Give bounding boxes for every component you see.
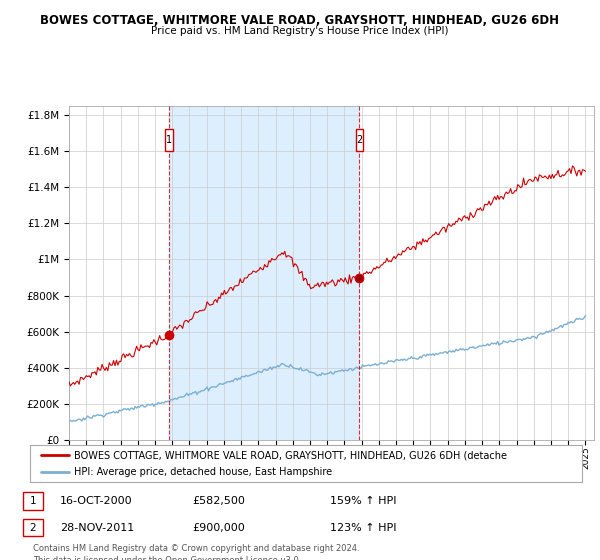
Text: 123% ↑ HPI: 123% ↑ HPI bbox=[330, 522, 397, 533]
Text: BOWES COTTAGE, WHITMORE VALE ROAD, GRAYSHOTT, HINDHEAD, GU26 6DH (detache: BOWES COTTAGE, WHITMORE VALE ROAD, GRAYS… bbox=[74, 450, 507, 460]
Text: 2: 2 bbox=[29, 522, 37, 533]
Text: 1: 1 bbox=[29, 496, 37, 506]
Text: 28-NOV-2011: 28-NOV-2011 bbox=[60, 522, 134, 533]
Text: HPI: Average price, detached house, East Hampshire: HPI: Average price, detached house, East… bbox=[74, 467, 332, 477]
Text: BOWES COTTAGE, WHITMORE VALE ROAD, GRAYSHOTT, HINDHEAD, GU26 6DH: BOWES COTTAGE, WHITMORE VALE ROAD, GRAYS… bbox=[41, 14, 560, 27]
FancyBboxPatch shape bbox=[356, 129, 364, 151]
Text: £582,500: £582,500 bbox=[192, 496, 245, 506]
Bar bbox=[169, 106, 359, 440]
Text: 16-OCT-2000: 16-OCT-2000 bbox=[60, 496, 133, 506]
Text: 2: 2 bbox=[356, 135, 362, 144]
Text: Price paid vs. HM Land Registry's House Price Index (HPI): Price paid vs. HM Land Registry's House … bbox=[151, 26, 449, 36]
Text: Contains HM Land Registry data © Crown copyright and database right 2024.
This d: Contains HM Land Registry data © Crown c… bbox=[33, 544, 359, 560]
Text: 159% ↑ HPI: 159% ↑ HPI bbox=[330, 496, 397, 506]
Text: £900,000: £900,000 bbox=[192, 522, 245, 533]
FancyBboxPatch shape bbox=[165, 129, 173, 151]
Text: 1: 1 bbox=[166, 135, 172, 144]
